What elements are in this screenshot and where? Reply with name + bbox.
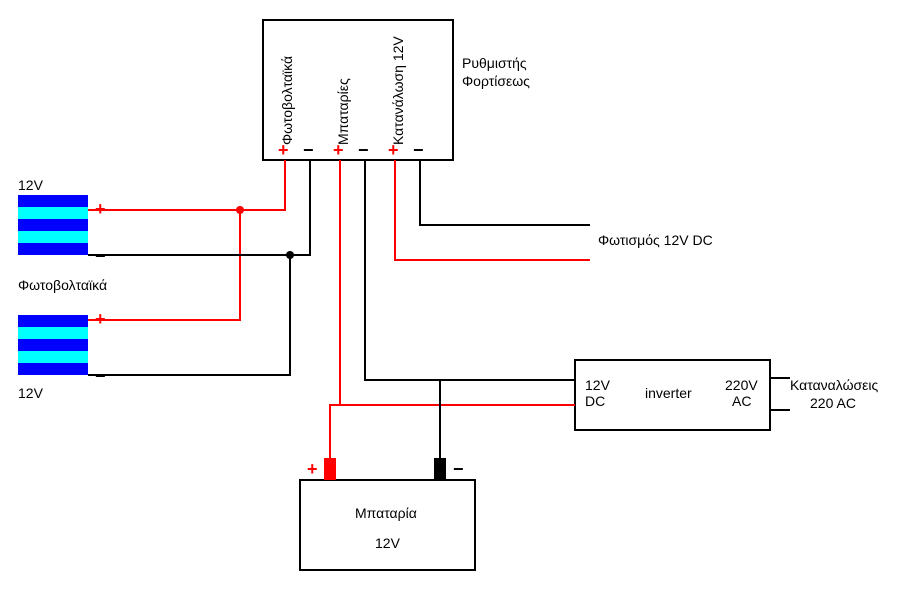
wire-pv-negative: [88, 160, 310, 375]
controller-bat-minus: −: [358, 140, 369, 160]
pv-panel-top: 12V + −: [18, 177, 106, 266]
battery: + − Μπαταρία 12V: [300, 458, 475, 570]
wire-ac-out: [770, 378, 790, 410]
controller-pv-minus: −: [303, 140, 314, 160]
lighting-label: Φωτισμός 12V DC: [598, 232, 713, 248]
controller-pv-plus: +: [278, 140, 289, 160]
inverter-right-1: 220V: [725, 377, 758, 393]
solar-wiring-diagram: Φωτοβολταϊκά Μπαταρίες Κατανάλωση 12V + …: [0, 0, 912, 604]
battery-plus: +: [307, 459, 318, 479]
inverter-left-2: DC: [585, 393, 605, 409]
wire-load-positive: [395, 160, 590, 260]
wire-load-negative: [420, 160, 590, 225]
controller-title-2: Φορτίσεως: [462, 73, 530, 89]
battery-minus: −: [453, 459, 464, 479]
inverter-right-2: AC: [732, 393, 751, 409]
controller-bat-plus: +: [333, 140, 344, 160]
wire-battery-negative: [365, 160, 575, 458]
loads-label-1: Καταναλώσεις: [790, 377, 878, 393]
wire-pv-positive: [88, 160, 285, 320]
pv-bot-voltage: 12V: [18, 385, 44, 401]
inverter-mid: inverter: [645, 385, 692, 401]
pv-panel-bottom: + − 12V: [18, 309, 106, 401]
inverter: 12V DC inverter 220V AC: [575, 360, 770, 430]
battery-terminal-pos: [324, 458, 336, 480]
battery-label-2: 12V: [375, 535, 401, 551]
inverter-left-1: 12V: [585, 377, 611, 393]
battery-label-1: Μπαταρία: [355, 505, 417, 521]
controller-col-batt-label: Μπαταρίες: [335, 78, 351, 145]
controller-col-load-label: Κατανάλωση 12V: [390, 36, 406, 145]
controller-load-plus: +: [388, 140, 399, 160]
loads-label-2: 220 AC: [810, 395, 856, 411]
controller-col-pv-label: Φωτοβολταϊκά: [279, 56, 295, 145]
charge-controller: Φωτοβολταϊκά Μπαταρίες Κατανάλωση 12V + …: [263, 20, 530, 160]
pv-top-voltage: 12V: [18, 177, 44, 193]
controller-title-1: Ρυθμιστής: [462, 55, 527, 71]
wire-battery-positive: [330, 160, 575, 458]
battery-terminal-neg: [434, 458, 446, 480]
controller-load-minus: −: [413, 140, 424, 160]
pv-group-label: Φωτοβολταϊκά: [18, 277, 107, 293]
